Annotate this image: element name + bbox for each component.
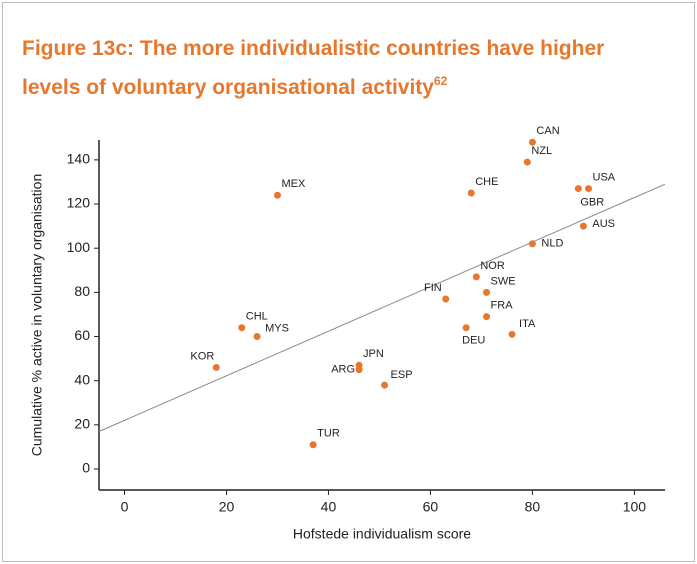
title-superscript: 62	[434, 74, 448, 88]
y-tick-label: 120	[67, 195, 91, 211]
point	[483, 313, 491, 321]
point-label: USA	[593, 171, 616, 183]
point	[355, 366, 363, 374]
point	[528, 240, 536, 248]
point-label: TUR	[317, 428, 340, 440]
point-label: MYS	[265, 322, 289, 334]
point-label: CHE	[475, 176, 498, 188]
point-label: DEU	[462, 335, 485, 347]
point	[467, 189, 475, 197]
point-label: NOR	[480, 260, 505, 272]
y-tick-label: 140	[67, 151, 91, 167]
x-tick-label: 60	[423, 499, 439, 515]
chart-title-line: levels of voluntary organisational activ…	[22, 76, 434, 99]
y-axis-title: Cumulative % active in voluntary organis…	[29, 174, 45, 456]
point	[462, 324, 470, 332]
point	[528, 138, 536, 146]
point	[309, 441, 317, 449]
point	[483, 288, 491, 296]
point-label: ESP	[391, 369, 413, 381]
chart-title: levels of voluntary organisational activ…	[22, 74, 448, 99]
point-label: ITA	[519, 318, 536, 330]
point-label: CHL	[246, 311, 268, 323]
trendline	[98, 183, 666, 432]
point-label: MEX	[281, 178, 306, 190]
point-label: JPN	[363, 348, 384, 360]
y-tick-label: 60	[74, 327, 90, 343]
point	[212, 363, 220, 371]
point	[574, 185, 582, 193]
point	[579, 222, 587, 230]
x-tick-label: 80	[525, 499, 541, 515]
point-label: CAN	[536, 125, 559, 137]
y-tick-label: 80	[74, 283, 90, 299]
point	[442, 295, 450, 303]
point-label: GBR	[580, 196, 604, 208]
point	[523, 158, 531, 166]
point	[472, 273, 480, 281]
point-label: ARG	[331, 364, 355, 376]
point-label: FIN	[424, 282, 442, 294]
x-tick-label: 100	[623, 499, 647, 515]
point-label: AUS	[592, 218, 615, 230]
x-tick-label: 0	[121, 499, 129, 515]
point-label: KOR	[190, 350, 214, 362]
point	[585, 185, 593, 193]
point-label: SWE	[491, 275, 516, 287]
point	[273, 191, 281, 199]
y-tick-label: 100	[67, 239, 91, 255]
point-label: NZL	[531, 145, 552, 157]
point	[238, 324, 246, 332]
point-label: FRA	[491, 300, 514, 312]
x-tick-label: 20	[219, 499, 235, 515]
point	[508, 330, 516, 338]
y-tick-label: 0	[82, 460, 90, 476]
point	[253, 333, 261, 341]
x-axis-title: Hofstede individualism score	[293, 526, 471, 542]
y-tick-label: 20	[74, 416, 90, 432]
point-label: NLD	[541, 238, 563, 250]
point	[381, 381, 389, 389]
y-tick-label: 40	[74, 371, 90, 387]
x-tick-label: 40	[321, 499, 337, 515]
chart-title: Figure 13c: The more individualistic cou…	[22, 37, 604, 60]
